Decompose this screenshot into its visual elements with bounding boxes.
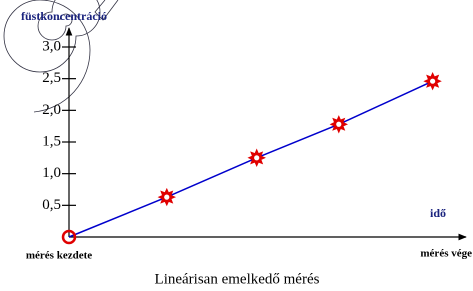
point-marker-center [336,122,341,127]
y-tick-label: 2,5 [42,70,61,86]
y-axis-label: füstkoncentráció [21,9,107,23]
x-axis-label: idő [430,206,446,220]
y-tick-label: 0,5 [42,197,61,213]
page: füstkoncentráció idő Lineárisan emelkedő… [0,0,473,291]
point-marker-center [254,155,259,160]
point-marker-center [164,195,169,200]
x-tick-label: mérés vége [420,248,472,260]
y-tick-label: 1,5 [42,133,61,149]
chart: füstkoncentráció idő Lineárisan emelkedő… [0,0,473,291]
x-tick-label: mérés kezdete [26,250,92,262]
y-tick-label: 2,0 [42,102,61,118]
y-tick-label: 3,0 [42,38,61,54]
y-tick-label: 1,0 [42,165,61,181]
point-marker-center [430,79,435,84]
chart-title: Lineárisan emelkedő mérés [155,271,320,287]
